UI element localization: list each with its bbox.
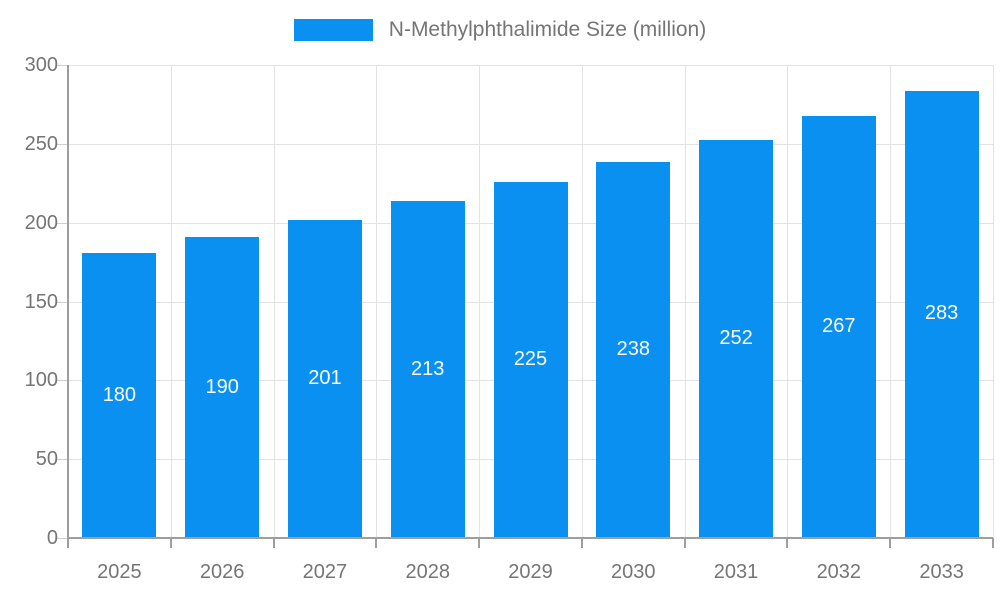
bar-2030[interactable]: 238 [596, 161, 671, 537]
x-axis-line [68, 537, 993, 539]
x-axis-tick-mark [992, 538, 994, 548]
gridline-vertical [170, 65, 172, 538]
gridline-vertical [993, 65, 994, 538]
bar-value-label: 180 [102, 383, 137, 406]
bar-2029[interactable]: 225 [493, 182, 568, 537]
y-axis-tick-label: 250 [24, 132, 58, 155]
x-axis-tick-mark [580, 538, 583, 548]
y-axis-line [67, 65, 69, 548]
x-axis-tick-label: 2026 [199, 561, 245, 583]
y-axis-tick-mark [57, 380, 68, 382]
bar-2027[interactable]: 201 [287, 220, 362, 537]
y-axis-tick-mark [57, 65, 68, 66]
x-axis-tick-label: 2032 [816, 561, 862, 583]
gridline-vertical [581, 65, 583, 538]
bar-value-label: 252 [719, 326, 753, 349]
bar-2033[interactable]: 283 [904, 90, 979, 537]
x-axis-tick-label: 2031 [713, 561, 759, 583]
bar-2026[interactable]: 190 [185, 237, 260, 537]
x-axis-tick-mark [169, 538, 172, 548]
y-axis-tick-label: 50 [35, 448, 58, 471]
y-axis-tick-label: 200 [24, 211, 58, 234]
bar-value-label: 190 [205, 375, 239, 398]
gridline-vertical [787, 65, 789, 538]
bar-2025[interactable]: 180 [82, 253, 157, 537]
gridline-vertical [684, 65, 686, 538]
legend-swatch-icon [293, 19, 373, 41]
bar-value-label: 267 [822, 315, 856, 337]
y-axis-tick-label: 150 [24, 290, 58, 313]
bar-2028[interactable]: 213 [390, 201, 465, 537]
bar-value-label: 283 [924, 302, 959, 325]
x-axis-tick-mark [683, 538, 686, 548]
bar-2031[interactable]: 252 [699, 139, 774, 537]
x-axis-tick-label: 2025 [97, 561, 142, 583]
y-axis-tick-label: 0 [46, 527, 58, 549]
y-axis-tick-mark [57, 538, 68, 539]
x-axis-tick-label: 2029 [508, 561, 553, 583]
x-axis-tick-label: 2028 [405, 561, 450, 583]
gridline-vertical [890, 65, 892, 538]
gridline-vertical [273, 65, 275, 538]
bar-value-label: 201 [308, 367, 342, 390]
gridline-vertical [376, 65, 378, 538]
x-axis-tick-mark [478, 538, 481, 548]
y-axis-tick-mark [57, 143, 68, 145]
bar-2032[interactable]: 267 [801, 116, 876, 537]
x-axis-tick-label: 2027 [302, 561, 348, 583]
gridline-horizontal [68, 65, 993, 66]
gridline-vertical [479, 65, 481, 538]
x-axis-tick-label: 2030 [611, 561, 656, 583]
x-axis-tick-mark [786, 538, 789, 548]
x-axis-tick-mark [889, 538, 892, 548]
gridline-horizontal [68, 143, 993, 145]
bar-value-label: 238 [616, 337, 650, 360]
x-axis-tick-mark [375, 538, 378, 548]
y-axis-tick-mark [57, 222, 68, 224]
y-axis-tick-mark [57, 301, 68, 303]
y-axis-tick-label: 300 [24, 54, 58, 76]
x-axis-tick-label: 2033 [919, 561, 964, 583]
y-axis-tick-label: 100 [24, 369, 58, 392]
legend-label: N-Methylphthalimide Size (million) [388, 18, 707, 41]
x-axis-tick-mark [272, 538, 275, 548]
bar-value-label: 213 [411, 357, 445, 380]
y-axis-tick-mark [57, 459, 68, 461]
bar-value-label: 225 [513, 348, 548, 371]
legend-item[interactable]: N-Methylphthalimide Size (million) [0, 18, 1000, 42]
